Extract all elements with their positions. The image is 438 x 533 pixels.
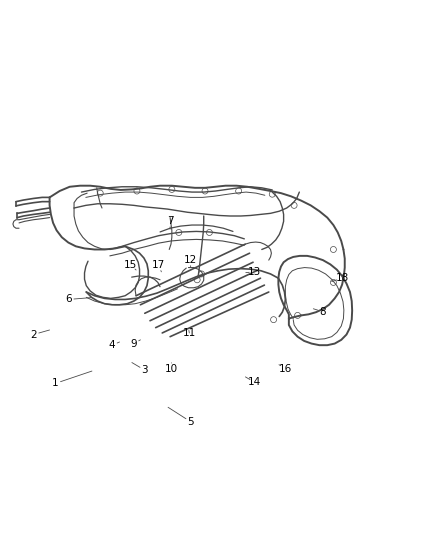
Text: 18: 18 — [336, 273, 349, 283]
Text: 17: 17 — [152, 261, 166, 270]
Text: 9: 9 — [131, 338, 137, 349]
Text: 2: 2 — [30, 329, 37, 340]
Text: 3: 3 — [141, 365, 148, 375]
Text: 8: 8 — [320, 306, 326, 317]
Text: 4: 4 — [109, 340, 115, 350]
Text: 6: 6 — [65, 294, 72, 304]
Text: 14: 14 — [248, 377, 261, 387]
Text: 1: 1 — [52, 378, 59, 389]
Text: 12: 12 — [184, 255, 197, 265]
Text: 13: 13 — [248, 267, 261, 277]
Text: 11: 11 — [183, 328, 196, 338]
Text: 16: 16 — [279, 364, 292, 374]
Text: 7: 7 — [167, 216, 173, 227]
Text: 15: 15 — [124, 261, 138, 270]
Text: 10: 10 — [164, 364, 177, 374]
Text: 5: 5 — [187, 417, 194, 427]
